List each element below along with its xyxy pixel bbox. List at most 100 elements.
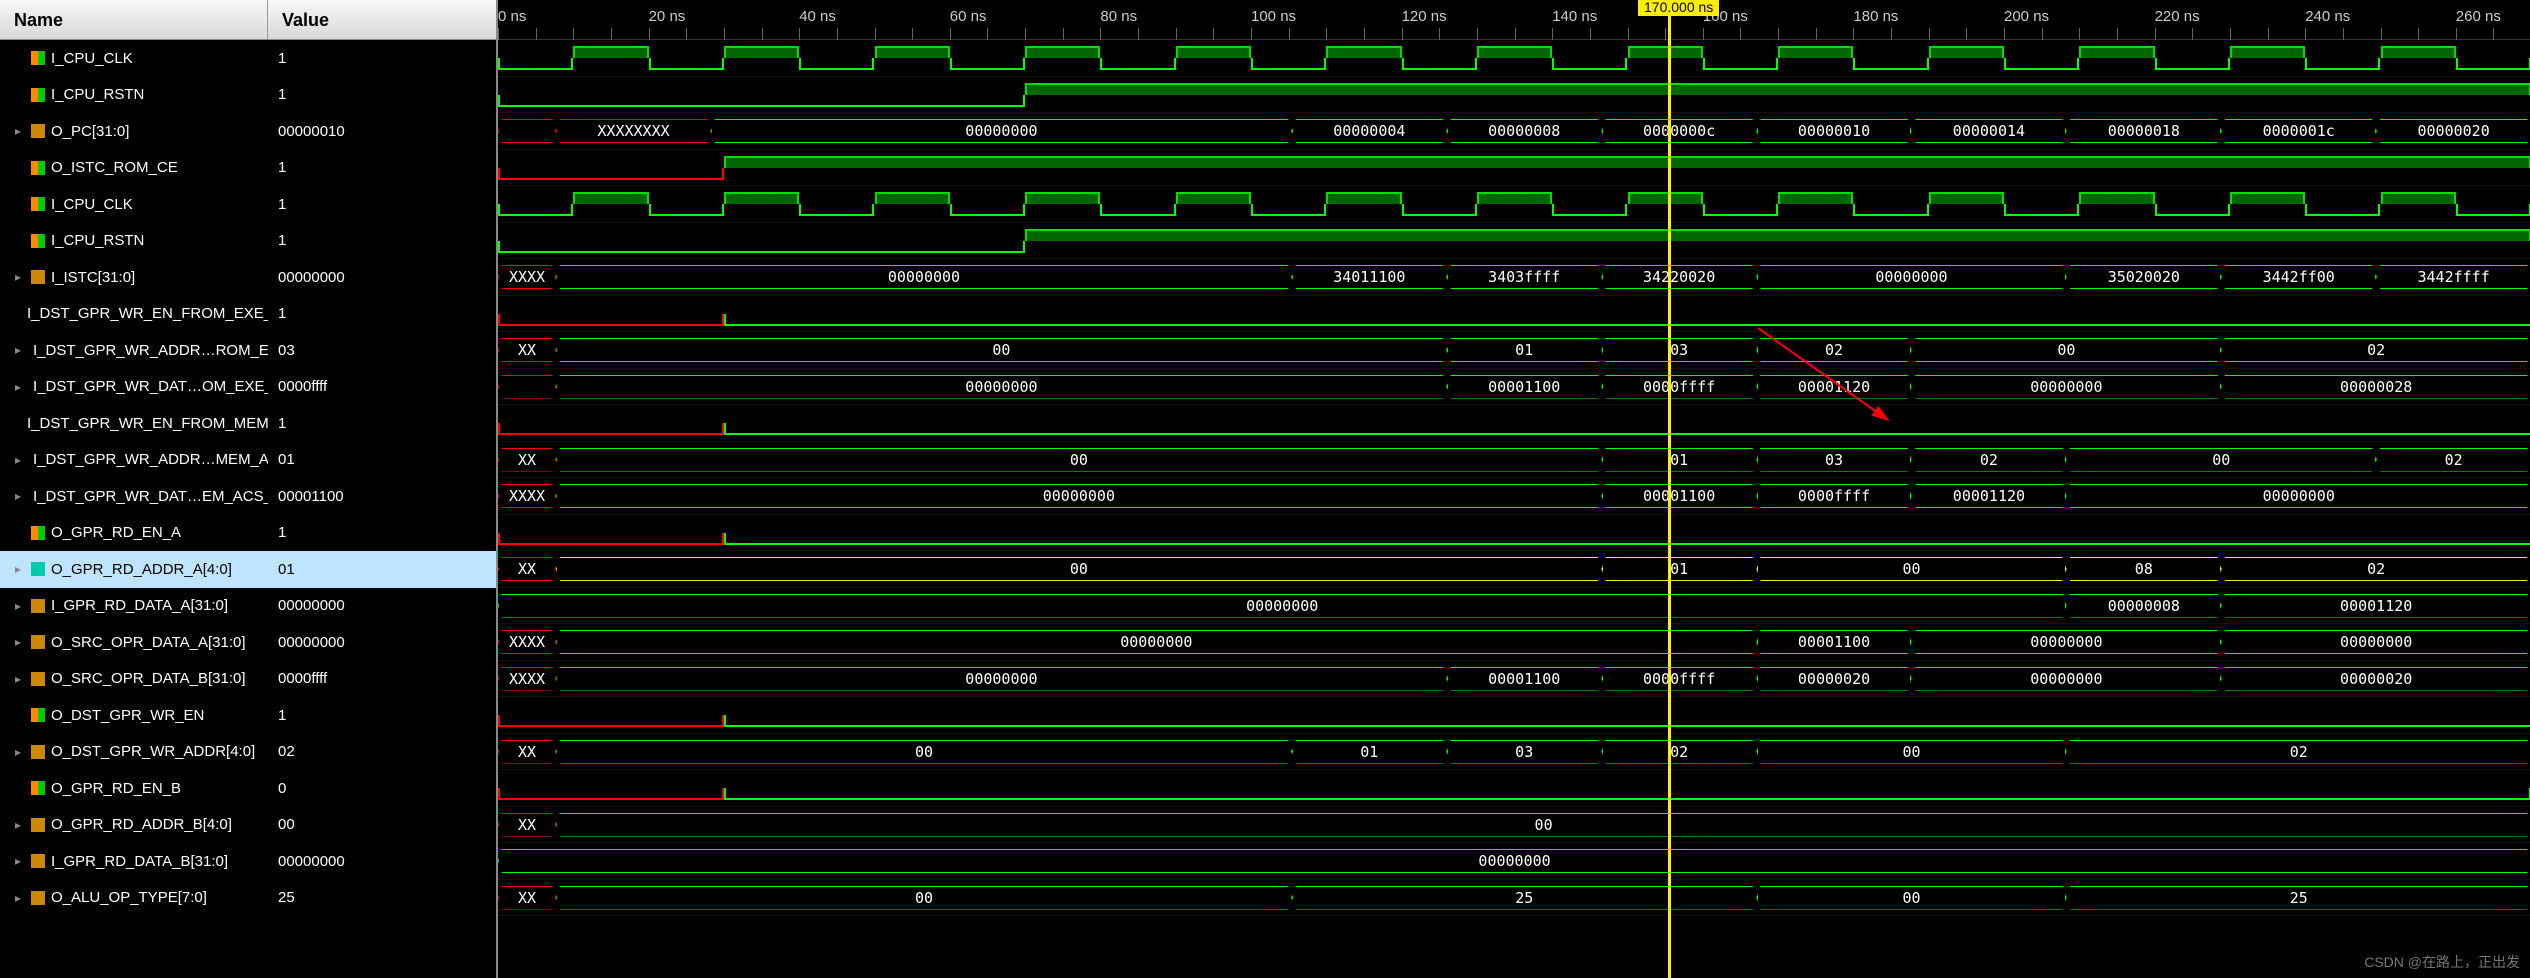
signal-row[interactable]: ▸O_SRC_OPR_DATA_B[31:0]0000ffff	[0, 661, 496, 698]
waveform-row[interactable]: XXXX00000000000011000000ffff000000200000…	[498, 661, 2530, 698]
waveform-row[interactable]: XX00	[498, 807, 2530, 844]
waveform-row[interactable]: 000000000000000800001120	[498, 588, 2530, 625]
waveform-row[interactable]: XX000103020002	[498, 332, 2530, 369]
waveform-row[interactable]	[498, 186, 2530, 223]
waveform-row[interactable]	[498, 150, 2530, 187]
signal-row[interactable]: I_CPU_RSTN1	[0, 223, 496, 260]
bus-segment: 00000000	[556, 630, 1756, 654]
signal-row[interactable]: ▸I_ISTC[31:0]00000000	[0, 259, 496, 296]
signal-icon	[31, 708, 45, 722]
signal-icon	[31, 891, 45, 905]
ruler-tick: 240 ns	[2305, 8, 2350, 25]
bus-segment: 03	[1602, 338, 1757, 362]
signal-name: I_CPU_CLK	[51, 50, 133, 67]
waveform-row[interactable]	[498, 405, 2530, 442]
waveform-row[interactable]	[498, 770, 2530, 807]
expand-icon[interactable]: ▸	[15, 124, 25, 138]
signal-row[interactable]: ▸I_DST_GPR_WR_DAT…EM_ACS_MDL[31:0]000011…	[0, 478, 496, 515]
waveform-row[interactable]	[498, 296, 2530, 333]
expand-icon[interactable]: ▸	[15, 599, 25, 613]
signal-name: O_SRC_OPR_DATA_B[31:0]	[51, 670, 246, 687]
signal-value: 1	[268, 305, 496, 322]
bus-segment: 00	[556, 448, 1602, 472]
name-column-header[interactable]: Name	[0, 0, 268, 39]
bus-segment: 00	[556, 813, 2530, 837]
signal-icon	[31, 854, 45, 868]
ruler-tick: 60 ns	[950, 8, 987, 25]
value-column-header[interactable]: Value	[268, 0, 496, 39]
ruler-tick: 140 ns	[1552, 8, 1597, 25]
expand-icon[interactable]: ▸	[15, 343, 21, 357]
signal-value: 1	[268, 196, 496, 213]
signal-row[interactable]: I_CPU_RSTN1	[0, 77, 496, 114]
expand-icon[interactable]: ▸	[15, 635, 25, 649]
signal-row[interactable]: I_DST_GPR_WR_EN_FROM_EXE_MDL1	[0, 296, 496, 333]
signal-row[interactable]: I_DST_GPR_WR_EN_FROM_MEM_ACS_MD1	[0, 405, 496, 442]
signal-row[interactable]: ▸O_ALU_OP_TYPE[7:0]25	[0, 880, 496, 917]
expand-icon[interactable]: ▸	[15, 745, 25, 759]
expand-icon[interactable]: ▸	[15, 453, 21, 467]
signal-row[interactable]: ▸I_DST_GPR_WR_ADDR…ROM_EXE_MDL[4:03	[0, 332, 496, 369]
signal-name: O_PC[31:0]	[51, 123, 129, 140]
waveform-row[interactable]: XXXX00000000000011000000000000000000	[498, 624, 2530, 661]
bus-segment: 00000000	[556, 265, 1292, 289]
signal-row[interactable]: ▸I_GPR_RD_DATA_A[31:0]00000000	[0, 588, 496, 625]
waveform-row[interactable]	[498, 697, 2530, 734]
expand-icon[interactable]: ▸	[15, 672, 25, 686]
signal-row[interactable]: O_GPR_RD_EN_B0	[0, 770, 496, 807]
signal-value: 1	[268, 50, 496, 67]
waveform-row[interactable]: XX000103020002	[498, 442, 2530, 479]
signal-row[interactable]: ▸O_GPR_RD_ADDR_B[4:0]00	[0, 807, 496, 844]
expand-icon[interactable]: ▸	[15, 270, 25, 284]
waveform-row[interactable]: 00000000000011000000ffff0000112000000000…	[498, 369, 2530, 406]
signal-icon	[31, 526, 45, 540]
signal-name: O_GPR_RD_EN_B	[51, 780, 181, 797]
bus-segment: 02	[2221, 557, 2530, 581]
waveform-row[interactable]: XXXX00000000000011000000ffff000011200000…	[498, 478, 2530, 515]
expand-icon[interactable]: ▸	[15, 562, 25, 576]
bus-segment: 00000020	[2376, 119, 2530, 143]
time-cursor[interactable]	[1668, 0, 1671, 978]
signal-row[interactable]: ▸O_PC[31:0]00000010	[0, 113, 496, 150]
signal-value: 0000ffff	[268, 378, 496, 395]
waveform-row[interactable]	[498, 515, 2530, 552]
expand-icon[interactable]: ▸	[15, 818, 25, 832]
signal-row[interactable]: ▸O_DST_GPR_WR_ADDR[4:0]02	[0, 734, 496, 771]
signal-row[interactable]: O_DST_GPR_WR_EN1	[0, 697, 496, 734]
waveform-panel[interactable]: 170.000 ns 0 ns20 ns40 ns60 ns80 ns100 n…	[498, 0, 2530, 978]
waveform-row[interactable]: XX000103020002	[498, 734, 2530, 771]
waveform-row[interactable]	[498, 223, 2530, 260]
bus-segment: 00	[556, 886, 1292, 910]
bus-segment: XXXX	[498, 630, 556, 654]
signal-row[interactable]: ▸I_GPR_RD_DATA_B[31:0]00000000	[0, 843, 496, 880]
waveform-row[interactable]: XXXXXXXX0000000000000004000000080000000c…	[498, 113, 2530, 150]
waveform-row[interactable]: 00000000	[498, 843, 2530, 880]
waveform-row[interactable]	[498, 77, 2530, 114]
signal-row[interactable]: I_CPU_CLK1	[0, 186, 496, 223]
signal-icon	[31, 672, 45, 686]
expand-icon[interactable]: ▸	[15, 380, 21, 394]
signal-row[interactable]: O_GPR_RD_EN_A1	[0, 515, 496, 552]
bus-segment: 25	[2066, 886, 2530, 910]
signal-row[interactable]: ▸I_DST_GPR_WR_DAT…OM_EXE_MDL[31:0]0000ff…	[0, 369, 496, 406]
signal-icon	[31, 124, 45, 138]
expand-icon[interactable]: ▸	[15, 854, 25, 868]
ruler-tick: 0 ns	[498, 8, 526, 25]
waveform-row[interactable]: XX00250025	[498, 880, 2530, 917]
signal-row[interactable]: ▸O_SRC_OPR_DATA_A[31:0]00000000	[0, 624, 496, 661]
expand-icon[interactable]: ▸	[15, 891, 25, 905]
signal-row[interactable]: I_CPU_CLK 1	[0, 40, 496, 77]
expand-icon[interactable]: ▸	[15, 489, 21, 503]
bus-segment: 00000028	[2221, 375, 2530, 399]
bus-segment: 00001100	[1602, 484, 1757, 508]
waveform-row[interactable]: XXXX00000000340111003403ffff342200200000…	[498, 259, 2530, 296]
waveform-row[interactable]: XX0001000802	[498, 551, 2530, 588]
signal-value: 01	[268, 561, 496, 578]
signal-row[interactable]: ▸I_DST_GPR_WR_ADDR…MEM_ACS_MDL[401	[0, 442, 496, 479]
signal-row[interactable]: ▸O_GPR_RD_ADDR_A[4:0]01	[0, 551, 496, 588]
time-ruler[interactable]: 0 ns20 ns40 ns60 ns80 ns100 ns120 ns140 …	[498, 0, 2530, 40]
bus-segment: 02	[1911, 448, 2066, 472]
signal-row[interactable]: O_ISTC_ROM_CE1	[0, 150, 496, 187]
ruler-tick: 220 ns	[2155, 8, 2200, 25]
waveform-row[interactable]	[498, 40, 2530, 77]
